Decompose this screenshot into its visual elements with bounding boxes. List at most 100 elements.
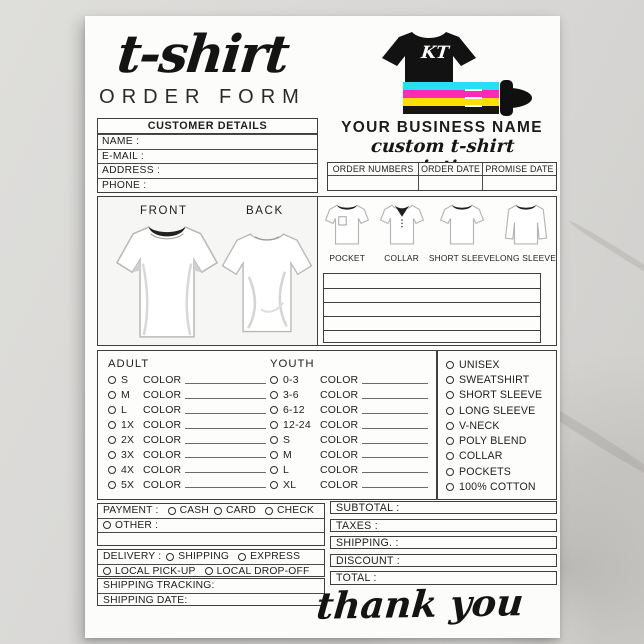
cmyk-stripe-yellow (403, 98, 499, 106)
youth-size-row: L COLOR (270, 462, 428, 477)
color-fill-line[interactable] (185, 478, 266, 489)
checkbox-circle-icon[interactable] (270, 406, 278, 415)
tshirt-front-graphic (115, 226, 219, 338)
shipping-date-field[interactable]: SHIPPING DATE: (98, 592, 324, 607)
checkbox-circle-icon[interactable] (446, 406, 454, 415)
checkbox-circle-icon[interactable] (108, 465, 116, 474)
customer-phone-field[interactable]: PHONE : (98, 177, 317, 193)
checkbox-circle-icon[interactable] (270, 436, 278, 444)
checkbox-circle-icon[interactable] (270, 391, 278, 400)
checkbox-circle-icon[interactable] (204, 567, 213, 576)
youth-size-row: M COLOR (270, 447, 428, 462)
payment-other-row[interactable]: OTHER : (98, 517, 324, 532)
tshirt-pocket-icon (325, 204, 370, 245)
color-fill-line[interactable] (362, 389, 428, 399)
front-label: FRONT (140, 205, 188, 217)
style-label: POCKET (329, 253, 366, 263)
color-fill-line[interactable] (185, 463, 266, 474)
color-fill-line[interactable] (185, 448, 266, 459)
checkbox-circle-icon[interactable] (108, 376, 116, 385)
youth-size-row: XL COLOR (270, 477, 428, 492)
checkbox-circle-icon[interactable] (265, 506, 273, 515)
note-line[interactable] (324, 287, 540, 302)
payment-label: PAYMENT : (103, 505, 159, 517)
color-fill-line[interactable] (362, 478, 428, 489)
note-line[interactable] (324, 329, 540, 344)
color-fill-line[interactable] (185, 389, 266, 399)
checkbox-circle-icon[interactable] (446, 375, 454, 384)
checkbox-circle-icon[interactable] (103, 521, 111, 530)
adult-size-row: 2X COLOR (108, 433, 266, 448)
order-table-header: ORDER NUMBERS ORDER DATE PROMISE DATE (328, 163, 556, 176)
note-line[interactable] (324, 274, 540, 288)
checkbox-circle-icon[interactable] (108, 436, 116, 444)
brush-highlight (465, 97, 482, 100)
checkbox-circle-icon[interactable] (108, 450, 116, 459)
order-numbers-cell[interactable] (328, 176, 420, 190)
header-logo-block: t-shirt ORDER FORM (95, 24, 310, 109)
payment-other-write-in[interactable] (98, 531, 324, 546)
customer-name-field[interactable]: NAME : (98, 134, 317, 149)
checkbox-circle-icon[interactable] (270, 465, 278, 474)
checkbox-circle-icon[interactable] (446, 483, 454, 492)
color-fill-line[interactable] (362, 419, 428, 429)
color-fill-line[interactable] (185, 404, 266, 414)
color-fill-line[interactable] (362, 463, 428, 474)
checkbox-circle-icon[interactable] (270, 376, 278, 385)
subtotal-row[interactable]: SUBTOTAL : (330, 501, 557, 515)
color-fill-line[interactable] (362, 374, 428, 384)
note-line[interactable] (324, 301, 540, 316)
payment-box: PAYMENT : CASH CARD CHECK OTHER : (97, 503, 325, 546)
color-fill-line[interactable] (185, 419, 266, 429)
customer-address-field[interactable]: ADDRESS : (98, 163, 317, 178)
checkbox-circle-icon[interactable] (238, 552, 247, 561)
payment-options-row: PAYMENT : CASH CARD CHECK (103, 505, 315, 517)
checkbox-circle-icon[interactable] (446, 467, 454, 476)
adult-size-row: 1X COLOR (108, 418, 266, 433)
taxes-row[interactable]: TAXES : (330, 518, 557, 532)
checkbox-circle-icon[interactable] (270, 450, 278, 459)
total-row[interactable]: TOTAL : (330, 571, 557, 585)
adult-size-row: L COLOR (108, 403, 266, 418)
color-fill-line[interactable] (362, 448, 428, 459)
youth-size-row: 6-12 COLOR (270, 403, 428, 418)
checkbox-circle-icon[interactable] (108, 406, 116, 415)
order-date-header: ORDER DATE (419, 163, 484, 175)
order-date-cell[interactable] (419, 176, 484, 190)
checkbox-circle-icon[interactable] (108, 480, 116, 489)
checkbox-circle-icon[interactable] (167, 506, 176, 515)
checkbox-circle-icon[interactable] (446, 421, 454, 430)
color-fill-line[interactable] (362, 434, 428, 444)
discount-row[interactable]: DISCOUNT : (330, 553, 557, 567)
tshirt-collar-icon (379, 204, 424, 245)
youth-size-row: 12-24 COLOR (270, 418, 428, 433)
color-fill-line[interactable] (185, 374, 266, 384)
checkbox-circle-icon[interactable] (446, 391, 454, 400)
promise-date-cell[interactable] (483, 176, 556, 190)
customer-email-field[interactable]: E-MAIL : (98, 148, 317, 164)
cmyk-stripe-cyan (403, 82, 499, 90)
color-fill-line[interactable] (362, 404, 428, 414)
checkbox-circle-icon[interactable] (446, 360, 454, 369)
shipping-tracking-field[interactable]: SHIPPING TRACKING: (103, 580, 215, 592)
checkbox-circle-icon[interactable] (446, 437, 454, 446)
checkbox-circle-icon[interactable] (270, 480, 278, 489)
checkbox-circle-icon[interactable] (214, 506, 223, 515)
brand-tshirt-icon (382, 32, 476, 86)
customer-details-title: CUSTOMER DETAILS (98, 119, 317, 134)
checkbox-circle-icon[interactable] (108, 391, 116, 400)
checkbox-circle-icon[interactable] (166, 552, 175, 561)
back-label: BACK (246, 205, 284, 217)
checkbox-circle-icon[interactable] (446, 452, 454, 461)
checkbox-circle-icon[interactable] (103, 567, 111, 576)
color-fill-line[interactable] (185, 434, 266, 444)
note-line[interactable] (324, 315, 540, 330)
adult-size-row: 5X COLOR (108, 477, 266, 492)
brush-highlight (465, 89, 482, 92)
checkbox-circle-icon[interactable] (270, 421, 278, 430)
order-table-entry-row (328, 176, 556, 190)
delivery-options-row: DELIVERY : SHIPPING EXPRESS (103, 551, 301, 563)
order-form-page: t-shirt ORDER FORM KT YOUR BUSINESS NAME… (85, 16, 560, 638)
shipping-row[interactable]: SHIPPING. : (330, 536, 557, 550)
checkbox-circle-icon[interactable] (108, 421, 116, 430)
